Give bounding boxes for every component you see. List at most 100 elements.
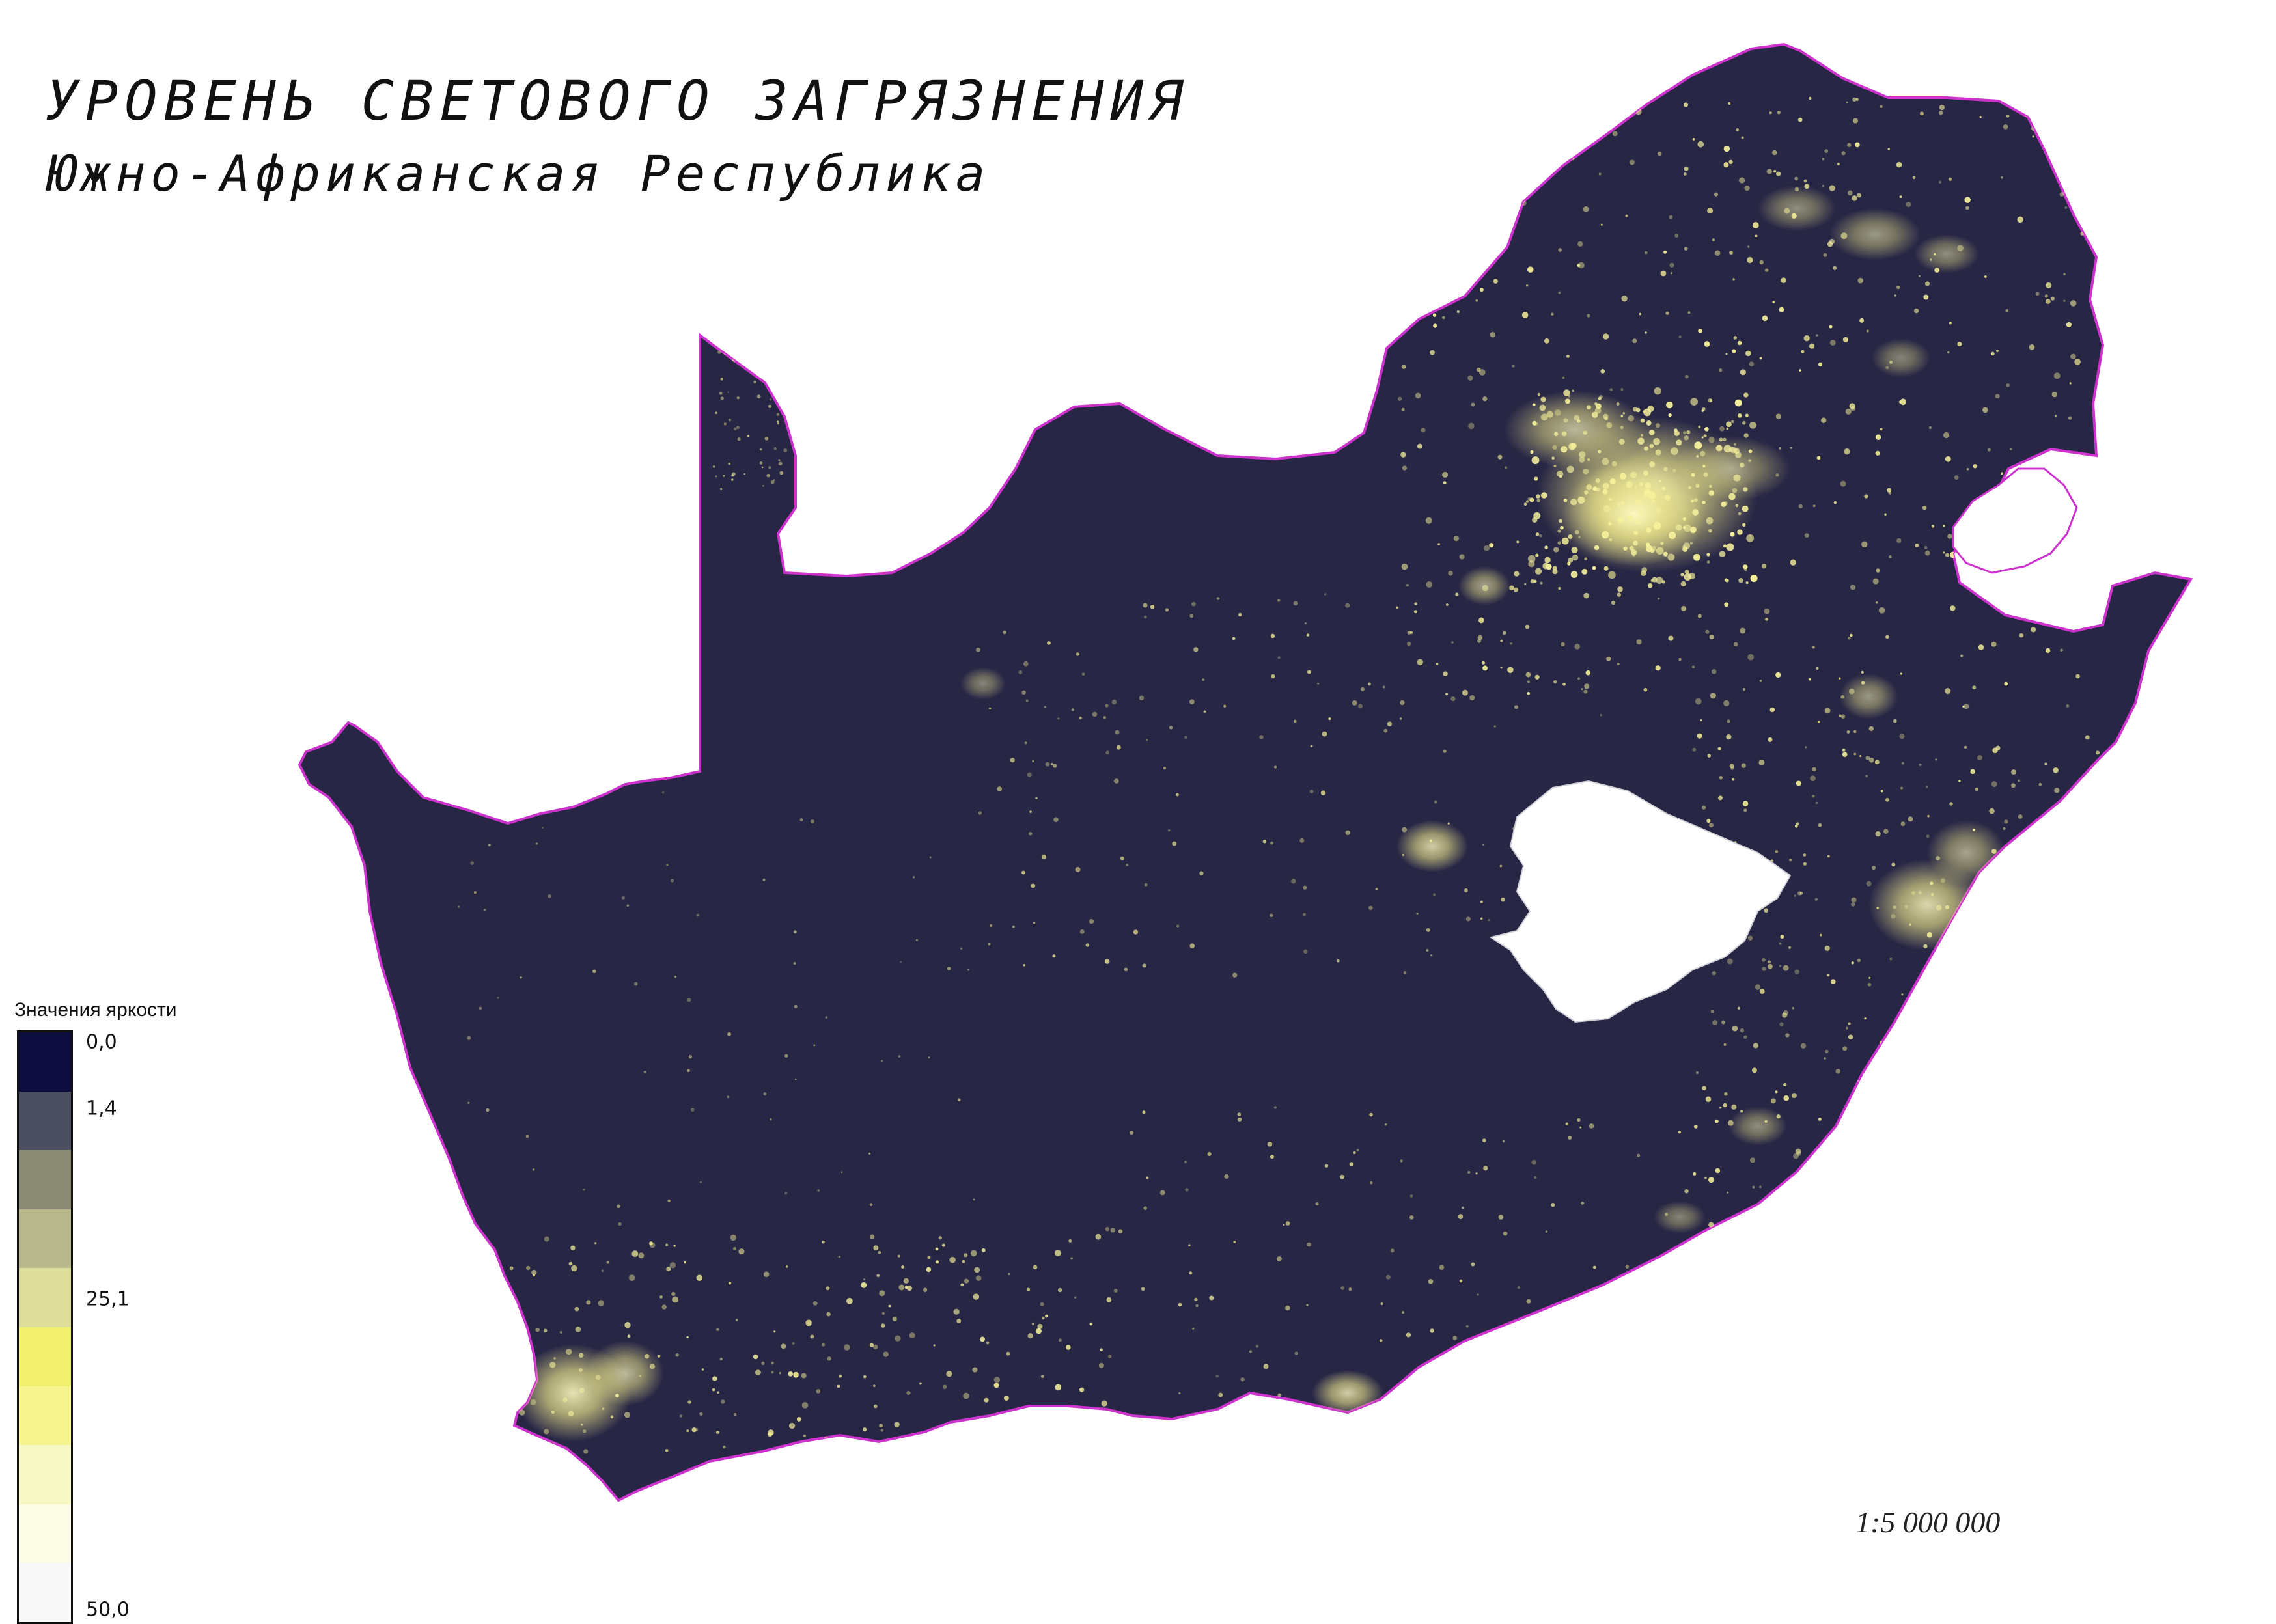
light-dot xyxy=(1939,1143,1944,1148)
light-dot xyxy=(976,647,980,652)
light-dot xyxy=(1901,993,1904,996)
light-dot xyxy=(1105,1226,1110,1232)
light-dot xyxy=(1698,328,1702,333)
light-dot xyxy=(904,1286,908,1289)
light-dot xyxy=(1478,617,1484,624)
light-dot xyxy=(756,394,761,399)
light-dot xyxy=(712,1376,717,1381)
light-dot xyxy=(1728,493,1736,501)
light-dot xyxy=(938,1236,942,1240)
light-dot xyxy=(2004,681,2008,686)
light-dot xyxy=(1949,969,1954,975)
light-dot xyxy=(1581,688,1583,691)
light-dot xyxy=(1680,573,1684,577)
light-dot xyxy=(1828,1146,1831,1149)
light-dot xyxy=(1398,396,1402,401)
light-dot xyxy=(1447,196,1449,199)
light-dot xyxy=(2021,1035,2023,1038)
light-dot xyxy=(1628,415,1634,422)
light-dot xyxy=(1893,719,1897,723)
light-dot xyxy=(1730,766,1734,770)
light-dot xyxy=(1441,316,1445,320)
light-dot xyxy=(1044,706,1047,709)
light-dot xyxy=(1868,757,1874,763)
light-dot xyxy=(816,1389,821,1394)
light-dot xyxy=(1868,976,1871,979)
light-dot xyxy=(1708,823,1714,828)
light-dot xyxy=(2053,983,2060,989)
light-dot xyxy=(1917,1060,1922,1066)
light-dot xyxy=(1719,1106,1722,1109)
light-dot xyxy=(1995,896,2001,901)
light-dot xyxy=(1146,1176,1149,1179)
light-dot xyxy=(1705,1096,1712,1102)
light-dot xyxy=(1095,1233,1102,1240)
light-dot xyxy=(1530,579,1535,584)
light-dot xyxy=(1672,468,1676,473)
light-dot xyxy=(1670,447,1678,455)
light-dot xyxy=(1734,443,1736,446)
light-dot xyxy=(2072,919,2077,925)
light-dot xyxy=(1682,517,1686,521)
light-dot xyxy=(964,1253,968,1258)
light-dot xyxy=(1493,725,1496,728)
light-dot xyxy=(672,1296,679,1303)
light-dot xyxy=(1146,739,1148,741)
light-dot xyxy=(1536,494,1540,499)
light-dot xyxy=(803,1434,806,1438)
light-dot xyxy=(1829,325,1833,329)
light-dot xyxy=(1577,264,1581,268)
light-dot xyxy=(1989,808,1995,814)
light-dot xyxy=(1631,549,1637,556)
light-dot xyxy=(1765,618,1768,621)
light-dot xyxy=(2007,980,2014,986)
light-dot xyxy=(868,1152,871,1155)
light-dot xyxy=(1943,551,1945,554)
light-dot xyxy=(762,484,764,487)
light-dot xyxy=(1779,965,1782,967)
light-dot xyxy=(1747,256,1753,264)
light-dot xyxy=(1803,335,1810,342)
light-dot xyxy=(1973,464,1977,469)
light-dot xyxy=(1285,1305,1290,1311)
light-dot xyxy=(1653,437,1660,445)
light-dot xyxy=(535,1327,540,1332)
light-dot xyxy=(1489,543,1494,548)
light-dot xyxy=(1974,965,1978,969)
light-dot xyxy=(2019,871,2023,875)
light-dot xyxy=(984,1397,989,1403)
light-dot xyxy=(770,480,775,484)
light-dot xyxy=(2044,1108,2047,1112)
light-dot xyxy=(1668,635,1674,641)
light-dot xyxy=(1732,778,1735,781)
light-dot xyxy=(1736,128,1740,131)
light-dot xyxy=(2071,794,2076,799)
light-dot xyxy=(1369,1181,1373,1185)
light-dot xyxy=(1434,800,1437,804)
light-dot xyxy=(1708,1177,1714,1183)
light-dot xyxy=(1570,571,1578,578)
light-dot xyxy=(579,1388,585,1394)
light-dot xyxy=(2005,1202,2008,1205)
light-dot xyxy=(2107,1030,2113,1036)
light-dot xyxy=(1036,1328,1042,1334)
light-dot xyxy=(781,398,785,402)
light-dot xyxy=(727,1032,731,1036)
light-dot xyxy=(1915,543,1919,547)
light-cluster xyxy=(1839,674,1898,719)
light-dot xyxy=(1655,423,1660,428)
light-dot xyxy=(1822,184,1825,187)
light-dot xyxy=(953,1308,960,1315)
light-dot xyxy=(2010,769,2016,775)
light-dot xyxy=(595,1374,601,1380)
light-dot xyxy=(1745,581,1749,585)
light-dot xyxy=(1562,682,1566,686)
light-dot xyxy=(1742,421,1746,425)
light-dot xyxy=(2050,296,2055,301)
light-dot xyxy=(1546,411,1553,418)
light-dot xyxy=(1714,1119,1719,1123)
light-dot xyxy=(1448,570,1453,576)
light-dot xyxy=(2040,1172,2046,1177)
light-dot xyxy=(1270,841,1273,845)
light-dot xyxy=(691,1427,697,1433)
